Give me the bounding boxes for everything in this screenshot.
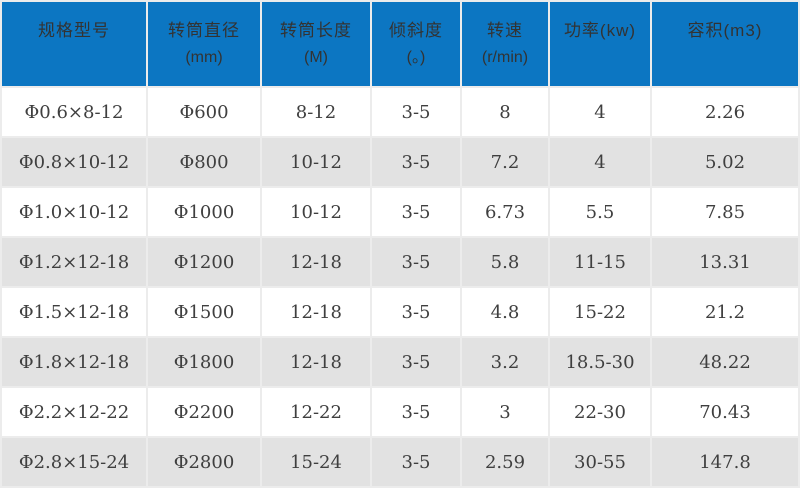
table-row: Φ1.2×12-18 Φ1200 12-18 3-5 5.8 11-15 13.31 bbox=[2, 238, 798, 286]
table-cell: 3.2 bbox=[462, 338, 548, 386]
table-cell: 3-5 bbox=[372, 238, 460, 286]
table-cell: 3-5 bbox=[372, 188, 460, 236]
column-header-label: 转筒长度 bbox=[280, 21, 352, 40]
column-header-inclination: 倾斜度 (。) bbox=[372, 2, 460, 86]
column-header-sub: (。) bbox=[406, 49, 426, 66]
table-cell: 15-24 bbox=[262, 438, 370, 486]
column-header-rotation-speed: 转速 (r/min) bbox=[462, 2, 548, 86]
column-header-sub: (mm) bbox=[185, 49, 223, 66]
column-header-power: 功率(kw) bbox=[550, 2, 650, 86]
table-cell: 21.2 bbox=[652, 288, 798, 336]
table-cell: 7.2 bbox=[462, 138, 548, 186]
table-cell: Φ1.8×12-18 bbox=[2, 338, 146, 386]
table-cell: 8 bbox=[462, 88, 548, 136]
column-header-drum-length: 转筒长度 (M) bbox=[262, 2, 370, 86]
table-cell: 70.43 bbox=[652, 388, 798, 436]
table-cell: 7.85 bbox=[652, 188, 798, 236]
table-cell: 3-5 bbox=[372, 88, 460, 136]
column-header-volume: 容积(m3) bbox=[652, 2, 798, 86]
table-cell: 22-30 bbox=[550, 388, 650, 436]
table-cell: 12-18 bbox=[262, 338, 370, 386]
table-cell: 5.5 bbox=[550, 188, 650, 236]
column-header-label: 规格型号 bbox=[38, 21, 110, 40]
table-cell: 5.8 bbox=[462, 238, 548, 286]
table-cell: 4 bbox=[550, 138, 650, 186]
table-header: 规格型号 转筒直径 (mm) 转筒长度 (M) 倾斜度 (。) 转速 (r/mi… bbox=[2, 2, 798, 86]
table-cell: Φ800 bbox=[148, 138, 260, 186]
table-cell: 11-15 bbox=[550, 238, 650, 286]
table-row: Φ1.8×12-18 Φ1800 12-18 3-5 3.2 18.5-30 48.22 bbox=[2, 338, 798, 386]
table-cell: Φ1.2×12-18 bbox=[2, 238, 146, 286]
table-cell: 12-18 bbox=[262, 288, 370, 336]
table-cell: Φ0.8×10-12 bbox=[2, 138, 146, 186]
column-header-spec-model: 规格型号 bbox=[2, 2, 146, 86]
table-cell: 3 bbox=[462, 388, 548, 436]
table-cell: 8-12 bbox=[262, 88, 370, 136]
table-cell: 2.59 bbox=[462, 438, 548, 486]
table-cell: 10-12 bbox=[262, 188, 370, 236]
table-cell: 4 bbox=[550, 88, 650, 136]
table-cell: 13.31 bbox=[652, 238, 798, 286]
table-cell: Φ2800 bbox=[148, 438, 260, 486]
table-cell: 147.8 bbox=[652, 438, 798, 486]
column-header-label: 转筒直径 bbox=[168, 21, 240, 40]
table-cell: 48.22 bbox=[652, 338, 798, 386]
table-cell: 3-5 bbox=[372, 138, 460, 186]
table-row: Φ1.0×10-12 Φ1000 10-12 3-5 6.73 5.5 7.85 bbox=[2, 188, 798, 236]
column-header-label: 倾斜度 bbox=[389, 21, 443, 40]
table-cell: Φ1200 bbox=[148, 238, 260, 286]
column-header-sub: (r/min) bbox=[481, 49, 529, 66]
table-cell: Φ2200 bbox=[148, 388, 260, 436]
column-header-label: 转速 bbox=[487, 21, 523, 40]
table-cell: 3-5 bbox=[372, 388, 460, 436]
column-header-drum-diameter: 转筒直径 (mm) bbox=[148, 2, 260, 86]
table-cell: 3-5 bbox=[372, 338, 460, 386]
table-cell: 12-22 bbox=[262, 388, 370, 436]
table-row: Φ0.6×8-12 Φ600 8-12 3-5 8 4 2.26 bbox=[2, 88, 798, 136]
table-cell: Φ1000 bbox=[148, 188, 260, 236]
table-cell: Φ1800 bbox=[148, 338, 260, 386]
table-cell: 6.73 bbox=[462, 188, 548, 236]
table-row: Φ1.5×12-18 Φ1500 12-18 3-5 4.8 15-22 21.2 bbox=[2, 288, 798, 336]
table-row: Φ2.2×12-22 Φ2200 12-22 3-5 3 22-30 70.43 bbox=[2, 388, 798, 436]
table-cell: 3-5 bbox=[372, 288, 460, 336]
table-cell: 12-18 bbox=[262, 238, 370, 286]
table-cell: Φ2.2×12-22 bbox=[2, 388, 146, 436]
table-cell: 4.8 bbox=[462, 288, 548, 336]
table-cell: Φ1500 bbox=[148, 288, 260, 336]
column-header-label: 功率(kw) bbox=[563, 21, 637, 40]
column-header-sub: (M) bbox=[304, 49, 328, 66]
column-header-label: 容积(m3) bbox=[687, 21, 763, 40]
table-cell: 18.5-30 bbox=[550, 338, 650, 386]
table-body: Φ0.6×8-12 Φ600 8-12 3-5 8 4 2.26 Φ0.8×10-12 Φ800… bbox=[2, 88, 798, 486]
table-cell: 2.26 bbox=[652, 88, 798, 136]
table-cell: Φ1.0×10-12 bbox=[2, 188, 146, 236]
table-cell: 10-12 bbox=[262, 138, 370, 186]
table-row: Φ0.8×10-12 Φ800 10-12 3-5 7.2 4 5.02 bbox=[2, 138, 798, 186]
table-cell: 15-22 bbox=[550, 288, 650, 336]
table-cell: Φ0.6×8-12 bbox=[2, 88, 146, 136]
table-cell: 3-5 bbox=[372, 438, 460, 486]
table-cell: Φ1.5×12-18 bbox=[2, 288, 146, 336]
table-cell: 5.02 bbox=[652, 138, 798, 186]
table-row: Φ2.8×15-24 Φ2800 15-24 3-5 2.59 30-55 147.8 bbox=[2, 438, 798, 486]
table-cell: 30-55 bbox=[550, 438, 650, 486]
table-cell: Φ2.8×15-24 bbox=[2, 438, 146, 486]
header-row: 规格型号 转筒直径 (mm) 转筒长度 (M) 倾斜度 (。) 转速 (r/mi… bbox=[2, 2, 798, 86]
table-cell: Φ600 bbox=[148, 88, 260, 136]
